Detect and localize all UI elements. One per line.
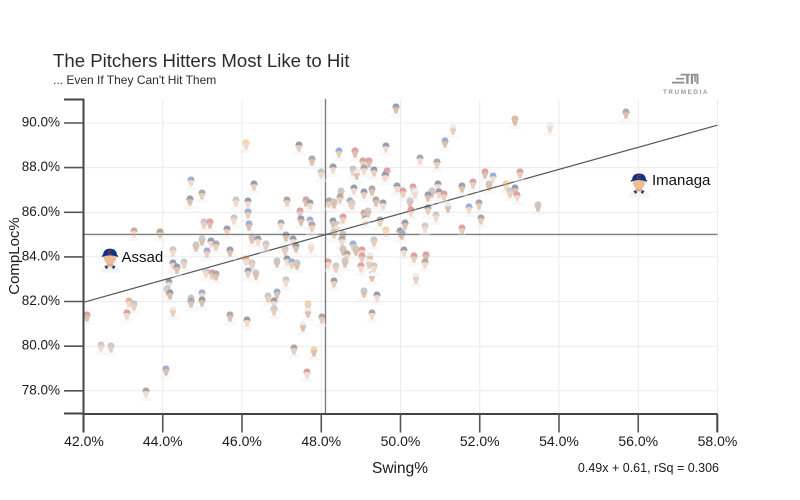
svg-text:80.0%: 80.0% xyxy=(22,338,60,353)
svg-text:78.0%: 78.0% xyxy=(22,382,60,397)
svg-text:90.0%: 90.0% xyxy=(22,115,60,130)
svg-text:Assad: Assad xyxy=(122,249,164,266)
svg-text:46.0%: 46.0% xyxy=(222,433,262,449)
svg-text:0.49x + 0.61, rSq = 0.306: 0.49x + 0.61, rSq = 0.306 xyxy=(578,461,719,475)
svg-text:Imanaga: Imanaga xyxy=(652,172,711,189)
svg-text:84.0%: 84.0% xyxy=(22,248,60,263)
svg-text:82.0%: 82.0% xyxy=(22,293,60,308)
svg-text:44.0%: 44.0% xyxy=(143,433,183,449)
svg-text:56.0%: 56.0% xyxy=(618,433,658,449)
svg-text:48.0%: 48.0% xyxy=(301,433,341,449)
svg-text:58.0%: 58.0% xyxy=(698,433,738,449)
svg-text:52.0%: 52.0% xyxy=(460,433,500,449)
svg-text:88.0%: 88.0% xyxy=(22,159,60,174)
svg-text:TRUMEDIA: TRUMEDIA xyxy=(663,89,709,96)
svg-text:... Even If They Can't Hit The: ... Even If They Can't Hit Them xyxy=(53,73,216,87)
svg-text:50.0%: 50.0% xyxy=(381,433,421,449)
svg-text:54.0%: 54.0% xyxy=(539,433,579,449)
svg-text:42.0%: 42.0% xyxy=(64,433,104,449)
svg-text:CompLoc%: CompLoc% xyxy=(6,217,23,295)
svg-text:The Pitchers Hitters Most Like: The Pitchers Hitters Most Like to Hit xyxy=(53,50,350,71)
svg-text:86.0%: 86.0% xyxy=(22,204,60,219)
svg-text:Swing%: Swing% xyxy=(372,460,428,477)
